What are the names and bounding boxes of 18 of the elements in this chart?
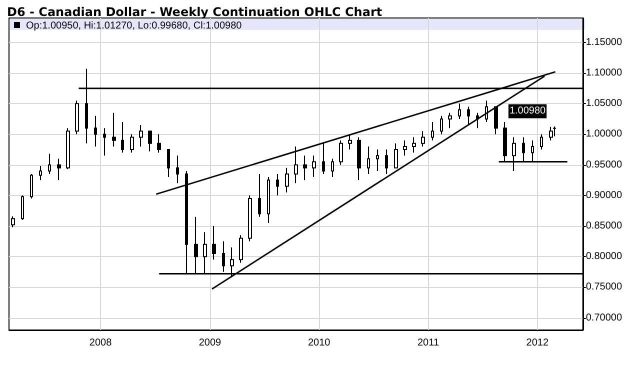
chart-title: D6 - Canadian Dollar - Weekly Continuation OHLC Chart xyxy=(7,5,382,19)
x-tick-label: 2008 xyxy=(89,338,112,348)
y-tick-label: 0.80000 xyxy=(586,251,622,262)
chart-subtitle: Op:1.00950, Hi:1.01270, Lo:0.99680, Cl:1.00980 xyxy=(26,20,242,32)
y-tick-label: 0.95000 xyxy=(586,159,622,170)
y-tick-label: 0.70000 xyxy=(586,312,622,324)
y-tick-label: 1.05000 xyxy=(586,98,622,110)
x-tick-label: 2009 xyxy=(198,338,222,348)
y-tick-label: 0.75000 xyxy=(586,282,622,293)
x-tick-label: 2010 xyxy=(308,338,331,348)
y-tick-label: 0.90000 xyxy=(586,190,622,201)
y-tick-label: 1.15000 xyxy=(586,36,622,48)
annotation: 1.00980 xyxy=(509,106,546,117)
x-tick-label: 2012 xyxy=(526,338,549,348)
y-tick-label: 1.10000 xyxy=(586,68,622,79)
y-tick-label: 0.85000 xyxy=(586,220,622,232)
x-tick-label: 2011 xyxy=(417,338,440,348)
y-tick-label: 1.00000 xyxy=(586,128,622,140)
